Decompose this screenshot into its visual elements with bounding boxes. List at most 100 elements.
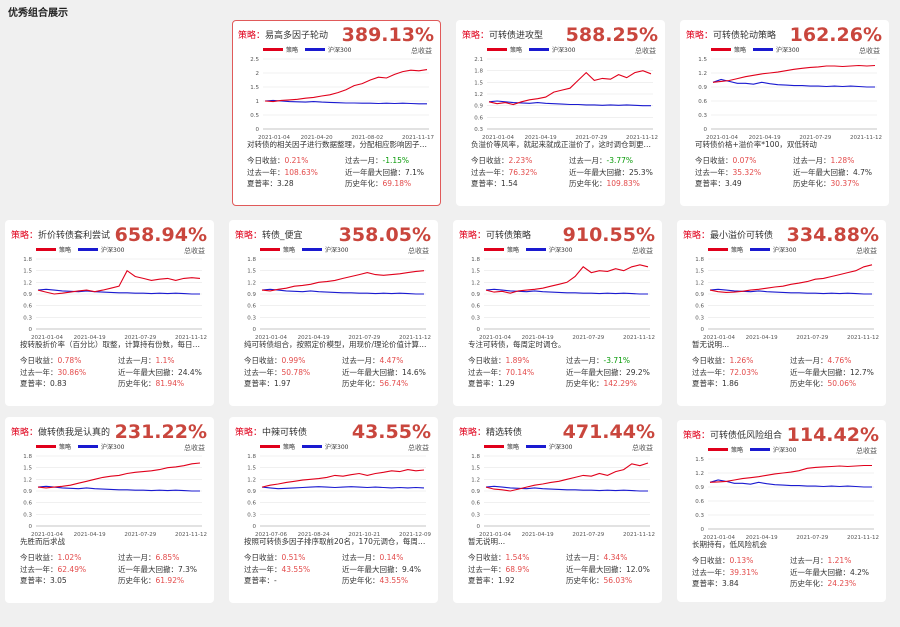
strategy-card[interactable]: 策略：可转债进攻型 588.25% 总收益 策略 沪深300 0.3 0.6 0.9 1.2 1.… [456, 20, 665, 206]
today-return: 今日收益：1.89% [468, 355, 529, 366]
total-return-value: 658.94% [114, 224, 207, 246]
stats-row: 今日收益：1.02% 过去一月：6.85% [20, 552, 210, 564]
sharpe-ratio: 夏普率：3.49 [695, 178, 742, 189]
sharpe-ratio: 夏普率：1.29 [468, 378, 515, 389]
return-chart: 策略 沪深300 0 0.3 0.6 0.9 1.2 1.5 1.8 2021-01-04 2021… [695, 246, 879, 339]
annualized-return-value: 43.55% [379, 576, 409, 585]
strategy-series-line [37, 462, 201, 489]
x-tick-label: 2021-07-29 [348, 335, 380, 339]
stats-block: 今日收益：1.54% 过去一月：4.34% 过去一年：68.9% 近一年最大回撤：12… [468, 552, 658, 587]
strategy-card[interactable]: 策略：可转债策略 910.55% 总收益 策略 沪深300 0 0.3 0.6 0.9 1.2 1.… [453, 220, 662, 406]
stats-row: 今日收益：0.51% 过去一月：0.14% [244, 552, 434, 564]
y-tick-label: 1.2 [474, 92, 483, 98]
y-tick-label: 0 [701, 327, 705, 333]
y-tick-label: 0.3 [474, 127, 483, 133]
strategy-card[interactable]: 策略：最小溢价可转债 334.88% 总收益 策略 沪深300 0 0.3 0.6 0.9 1.2… [677, 220, 886, 406]
legend-benchmark-label: 沪深300 [549, 443, 573, 451]
month-return-value: 6.85% [155, 553, 180, 562]
annualized-return-value: 81.94% [155, 379, 185, 388]
y-tick-label: 0.6 [698, 99, 707, 105]
today-return-value: 0.07% [732, 156, 757, 165]
month-return: 过去一月：4.76% [790, 355, 851, 366]
today-return-value: 0.78% [57, 356, 82, 365]
x-tick-label: 2021-11-12 [850, 135, 882, 139]
sharpe-ratio: 夏普率：1.97 [244, 378, 291, 389]
y-tick-label: 1.8 [23, 454, 32, 460]
year-return-value: 50.78% [281, 367, 311, 377]
strategy-title: 折价转债套利尝试 [38, 231, 111, 241]
x-tick-label: 2021-11-12 [175, 532, 207, 536]
strategy-card[interactable]: 策略：易高多因子轮动 389.13% 总收益 策略 沪深300 0 0.5 1 1.5 2 2.5 2… [232, 20, 441, 206]
max-drawdown: 近一年最大回撤：9.4% [342, 564, 421, 575]
strategy-prefix: 策略： [683, 431, 711, 441]
y-tick-label: 0.3 [247, 315, 256, 321]
x-tick-label: 2021-04-19 [749, 135, 781, 139]
month-return-label: 过去一月： [566, 553, 604, 562]
sharpe-ratio-label: 夏普率： [244, 576, 274, 585]
x-tick-label: 2021-01-04 [706, 135, 738, 139]
strategy-card[interactable]: 策略：精选转债 471.44% 总收益 策略 沪深300 0 0.3 0.6 0.9 1.2 1.5… [453, 417, 662, 603]
legend-benchmark-label: 沪深300 [773, 446, 797, 454]
y-tick-label: 0.9 [474, 104, 483, 110]
month-return: 过去一月：4.34% [566, 552, 627, 563]
y-tick-label: 0.9 [698, 85, 707, 91]
legend-strategy-swatch [487, 48, 507, 51]
year-return-label: 过去一年： [20, 367, 58, 377]
month-return-value: 4.76% [827, 356, 852, 365]
annualized-return-label: 历史年化： [118, 576, 156, 585]
legend-strategy-label: 策略 [283, 443, 295, 451]
y-tick-label: 0.9 [471, 292, 480, 298]
strategy-series-line [709, 464, 872, 483]
today-return-label: 今日收益： [692, 556, 730, 565]
today-return-label: 今日收益： [468, 356, 506, 365]
return-chart: 策略 沪深300 0 0.3 0.6 0.9 1.2 1.5 1.8 2021-01-04 2021… [23, 246, 207, 339]
strategy-card[interactable]: 策略：做转债我是认真的 231.22% 总收益 策略 沪深300 0 0.3 0.6 0.9 1.… [5, 417, 214, 603]
strategy-title: 中辣可转债 [262, 428, 308, 438]
year-return: 过去一年：35.32% [695, 167, 761, 178]
x-tick-label: 2021-01-04 [31, 335, 63, 339]
strategy-series-line [264, 69, 428, 103]
today-return-value: 1.89% [505, 356, 530, 365]
benchmark-series-line [488, 100, 651, 107]
x-tick-label: 2021-07-29 [572, 335, 604, 339]
month-return-value: 1.1% [155, 356, 175, 365]
stats-block: 今日收益：1.89% 过去一月：-3.71% 过去一年：70.14% 近一年最大回撤：… [468, 355, 658, 390]
today-return-label: 今日收益： [692, 356, 730, 365]
y-tick-label: 1.5 [698, 57, 707, 63]
strategy-card[interactable]: 策略：转债_便宜 358.05% 总收益 策略 沪深300 0 0.3 0.6 0.9 1.2 1.… [229, 220, 438, 406]
stats-row: 过去一年：70.14% 近一年最大回撤：29.2% [468, 367, 658, 379]
month-return-value: 4.34% [603, 553, 628, 562]
sharpe-ratio-label: 夏普率： [471, 179, 501, 188]
y-tick-label: 0.9 [23, 489, 32, 495]
legend-strategy-label: 策略 [510, 46, 522, 54]
strategy-series-line [261, 270, 425, 292]
stats-row: 夏普率：1.54 历史年化：109.83% [471, 178, 661, 190]
annualized-return-label: 历史年化： [790, 579, 828, 588]
legend-strategy-swatch [708, 448, 728, 451]
strategy-card[interactable]: 策略：可转债低风险组合 114.42% 总收益 策略 沪深300 0 0.3 0.6 0.9 1.… [677, 420, 886, 602]
x-tick-label: 2021-04-19 [74, 532, 106, 536]
legend-benchmark-swatch [526, 248, 546, 251]
month-return-label: 过去一月： [569, 156, 607, 165]
y-tick-label: 0 [477, 524, 481, 530]
today-return-value: 0.99% [281, 356, 306, 365]
stats-row: 今日收益：2.23% 过去一月：-3.77% [471, 155, 661, 167]
year-return-value: 108.63% [284, 167, 318, 177]
year-return: 过去一年：72.03% [692, 367, 758, 378]
sharpe-ratio-label: 夏普率： [695, 179, 725, 188]
max-drawdown-label: 近一年最大回撤： [118, 367, 178, 377]
strategy-name: 策略：中辣可转债 [235, 425, 307, 438]
strategy-card[interactable]: 策略：中辣可转债 43.55% 总收益 策略 沪深300 0 0.3 0.6 0.9 1.2 1.5… [229, 417, 438, 603]
x-tick-label: 2021-12-09 [399, 532, 431, 536]
strategy-card[interactable]: 策略：折价转债套利尝试 658.94% 总收益 策略 沪深300 0 0.3 0.6 0.9 1.… [5, 220, 214, 406]
strategy-name: 策略：可转债进攻型 [462, 28, 543, 41]
y-tick-label: 0.6 [23, 304, 32, 310]
return-chart: 策略 沪深300 0 0.3 0.6 0.9 1.2 1.5 2021-01-04 2021-04… [695, 446, 879, 539]
total-return-value: 231.22% [114, 421, 207, 443]
today-return-label: 今日收益： [244, 553, 282, 562]
stats-row: 今日收益：1.26% 过去一月：4.76% [692, 355, 882, 367]
strategy-description: 先胜而后求战 [20, 537, 65, 546]
x-tick-label: 2021-04-19 [746, 335, 778, 339]
y-tick-label: 0.6 [474, 115, 483, 121]
strategy-card[interactable]: 策略：可转债轮动策略 162.26% 总收益 策略 沪深300 0 0.3 0.6 0.9 1.2… [680, 20, 889, 206]
